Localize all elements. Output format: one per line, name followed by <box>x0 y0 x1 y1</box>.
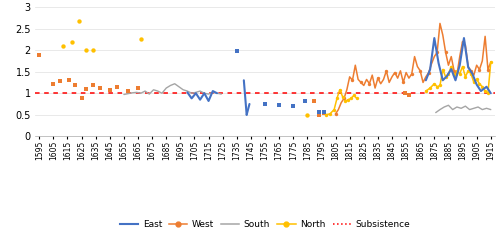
Point <box>470 81 478 84</box>
Point <box>424 71 432 74</box>
Point <box>442 51 450 54</box>
Point <box>458 40 466 43</box>
Point <box>433 85 441 89</box>
Point <box>382 69 390 73</box>
Point <box>366 82 374 86</box>
Point <box>330 108 338 111</box>
Point <box>478 85 486 89</box>
Point <box>338 95 346 98</box>
Point <box>467 72 475 76</box>
Point <box>430 82 438 86</box>
Point <box>408 72 416 76</box>
Point <box>426 86 434 90</box>
Point <box>96 86 104 90</box>
Point <box>310 99 318 103</box>
Point <box>342 99 349 103</box>
Point <box>314 110 322 114</box>
Point <box>322 113 330 117</box>
Point <box>124 89 132 93</box>
Point <box>35 53 43 57</box>
Point <box>456 72 464 76</box>
Point <box>74 19 82 23</box>
Point <box>233 49 241 52</box>
Point <box>450 69 458 73</box>
Point <box>50 82 58 86</box>
Point <box>68 40 76 43</box>
Point <box>352 97 360 100</box>
Point <box>481 89 489 93</box>
Point <box>453 69 461 73</box>
Point <box>487 60 495 64</box>
Point <box>89 48 97 52</box>
Point <box>82 48 90 52</box>
Point <box>320 110 328 114</box>
Point <box>300 99 308 103</box>
Point <box>439 68 447 71</box>
Point <box>82 87 90 91</box>
Point <box>462 75 469 79</box>
Point <box>422 89 430 93</box>
Point <box>448 65 456 68</box>
Legend: East, West, South, North, Subsistence: East, West, South, North, Subsistence <box>116 216 414 233</box>
Point <box>340 97 348 100</box>
Point <box>467 69 475 73</box>
Point <box>350 94 358 97</box>
Point <box>405 93 413 97</box>
Point <box>261 102 269 106</box>
Point <box>472 78 480 81</box>
Point <box>464 69 472 73</box>
Point <box>357 81 365 84</box>
Point <box>476 68 484 71</box>
Point <box>314 113 322 117</box>
Point <box>458 65 466 68</box>
Point <box>134 86 142 90</box>
Point <box>484 68 492 71</box>
Point <box>89 84 97 87</box>
Point <box>374 76 382 80</box>
Point <box>344 98 352 102</box>
Point <box>332 112 340 116</box>
Point <box>436 84 444 87</box>
Point <box>476 82 484 86</box>
Point <box>391 71 399 74</box>
Point <box>400 81 407 84</box>
Point <box>442 75 450 79</box>
Point <box>444 72 452 76</box>
Point <box>56 79 64 83</box>
Point <box>400 91 408 95</box>
Point <box>333 97 341 100</box>
Point <box>304 113 312 117</box>
Point <box>70 83 78 86</box>
Point <box>78 97 86 100</box>
Point <box>275 103 283 107</box>
Point <box>289 104 297 108</box>
Point <box>326 112 334 116</box>
Point <box>65 78 73 82</box>
Point <box>137 37 145 41</box>
Point <box>113 85 121 89</box>
Point <box>347 97 355 100</box>
Point <box>348 78 356 82</box>
Point <box>336 88 344 92</box>
Point <box>106 88 114 92</box>
Point <box>416 69 424 73</box>
Point <box>484 91 492 95</box>
Point <box>433 51 441 54</box>
Point <box>450 73 458 77</box>
Point <box>320 111 328 114</box>
Point <box>59 44 67 48</box>
